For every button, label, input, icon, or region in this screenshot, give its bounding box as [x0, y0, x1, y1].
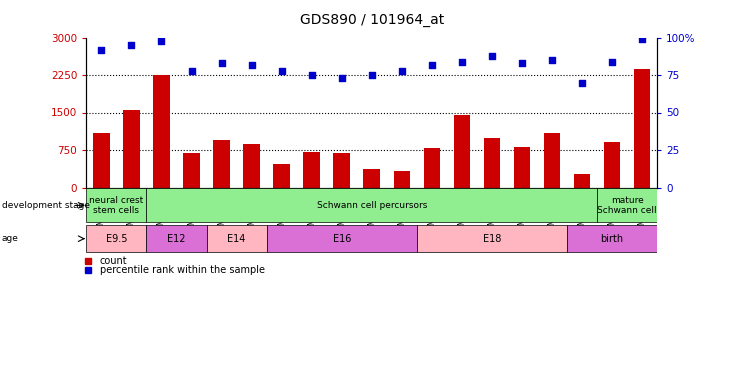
Point	[516, 60, 528, 66]
Text: E14: E14	[228, 234, 246, 244]
Text: Schwann cell percursors: Schwann cell percursors	[317, 201, 427, 210]
Point	[396, 68, 408, 74]
Point	[486, 53, 498, 58]
Point	[185, 68, 198, 74]
Bar	[544, 133, 560, 188]
Bar	[303, 152, 320, 188]
Bar	[514, 147, 530, 188]
Bar	[394, 171, 410, 188]
Bar	[417, 225, 567, 252]
Bar	[153, 75, 170, 188]
Point	[246, 62, 258, 68]
Bar	[454, 114, 470, 188]
Bar	[93, 132, 110, 188]
Text: E9.5: E9.5	[106, 234, 127, 244]
Text: neural crest
stem cells: neural crest stem cells	[89, 196, 143, 215]
Point	[155, 38, 167, 44]
Bar	[484, 138, 500, 188]
Text: GDS890 / 101964_at: GDS890 / 101964_at	[300, 13, 444, 27]
Bar	[333, 153, 350, 188]
Bar	[604, 142, 620, 188]
Point	[426, 62, 438, 68]
Text: E18: E18	[483, 234, 501, 244]
Point	[606, 58, 618, 64]
Point	[456, 58, 468, 64]
Bar	[86, 188, 146, 222]
Text: count: count	[100, 256, 128, 266]
Bar	[424, 147, 440, 188]
Point	[306, 72, 318, 78]
Text: age: age	[2, 234, 18, 243]
Point	[636, 36, 648, 42]
Bar	[243, 144, 260, 188]
Text: percentile rank within the sample: percentile rank within the sample	[100, 265, 265, 274]
Bar	[146, 225, 207, 252]
Point	[216, 60, 228, 66]
Bar	[86, 225, 146, 252]
Bar	[207, 225, 267, 252]
Point	[546, 57, 558, 63]
Point	[366, 72, 378, 78]
Bar	[273, 164, 290, 188]
Point	[95, 46, 107, 53]
Text: E16: E16	[333, 234, 351, 244]
Bar	[574, 174, 590, 188]
Bar	[123, 110, 140, 188]
Text: birth: birth	[601, 234, 623, 244]
Point	[336, 75, 348, 81]
Bar	[363, 169, 380, 188]
Point	[125, 42, 137, 48]
Text: development stage: development stage	[2, 201, 89, 210]
Text: mature
Schwann cell: mature Schwann cell	[597, 196, 657, 215]
Bar	[567, 225, 657, 252]
Bar	[634, 69, 650, 188]
Bar	[597, 188, 657, 222]
Bar	[213, 140, 230, 188]
Bar	[146, 188, 597, 222]
Bar	[183, 153, 200, 188]
Point	[576, 80, 588, 86]
Bar	[267, 225, 417, 252]
Text: E12: E12	[167, 234, 185, 244]
Point	[276, 68, 288, 74]
